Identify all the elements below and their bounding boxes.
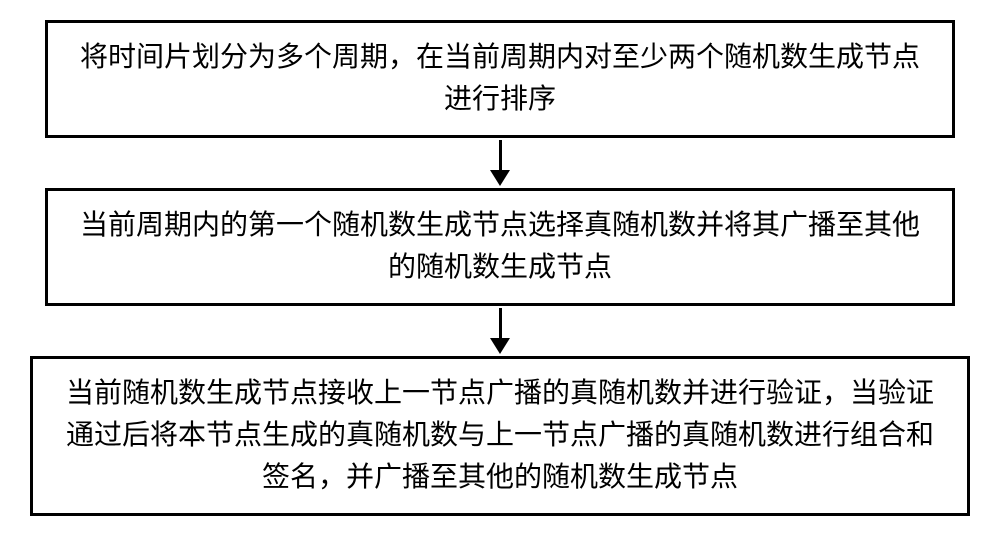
flowchart-container: 将时间片划分为多个周期，在当前周期内对至少两个随机数生成节点进行排序 当前周期内…: [0, 20, 1000, 516]
arrow-head-icon: [490, 338, 510, 354]
flowchart-step-1: 将时间片划分为多个周期，在当前周期内对至少两个随机数生成节点进行排序: [45, 20, 955, 138]
arrow-line-icon: [499, 308, 502, 338]
arrow-head-icon: [490, 170, 510, 186]
step-1-text: 将时间片划分为多个周期，在当前周期内对至少两个随机数生成节点进行排序: [68, 37, 932, 121]
flowchart-step-3: 当前随机数生成节点接收上一节点广播的真随机数并进行验证，当验证通过后将本节点生成…: [30, 356, 970, 516]
step-3-text: 当前随机数生成节点接收上一节点广播的真随机数并进行验证，当验证通过后将本节点生成…: [53, 373, 947, 499]
flowchart-step-2: 当前周期内的第一个随机数生成节点选择真随机数并将其广播至其他的随机数生成节点: [45, 188, 955, 306]
arrow-2: [490, 306, 510, 356]
arrow-1: [490, 138, 510, 188]
arrow-line-icon: [499, 140, 502, 170]
step-2-text: 当前周期内的第一个随机数生成节点选择真随机数并将其广播至其他的随机数生成节点: [68, 205, 932, 289]
